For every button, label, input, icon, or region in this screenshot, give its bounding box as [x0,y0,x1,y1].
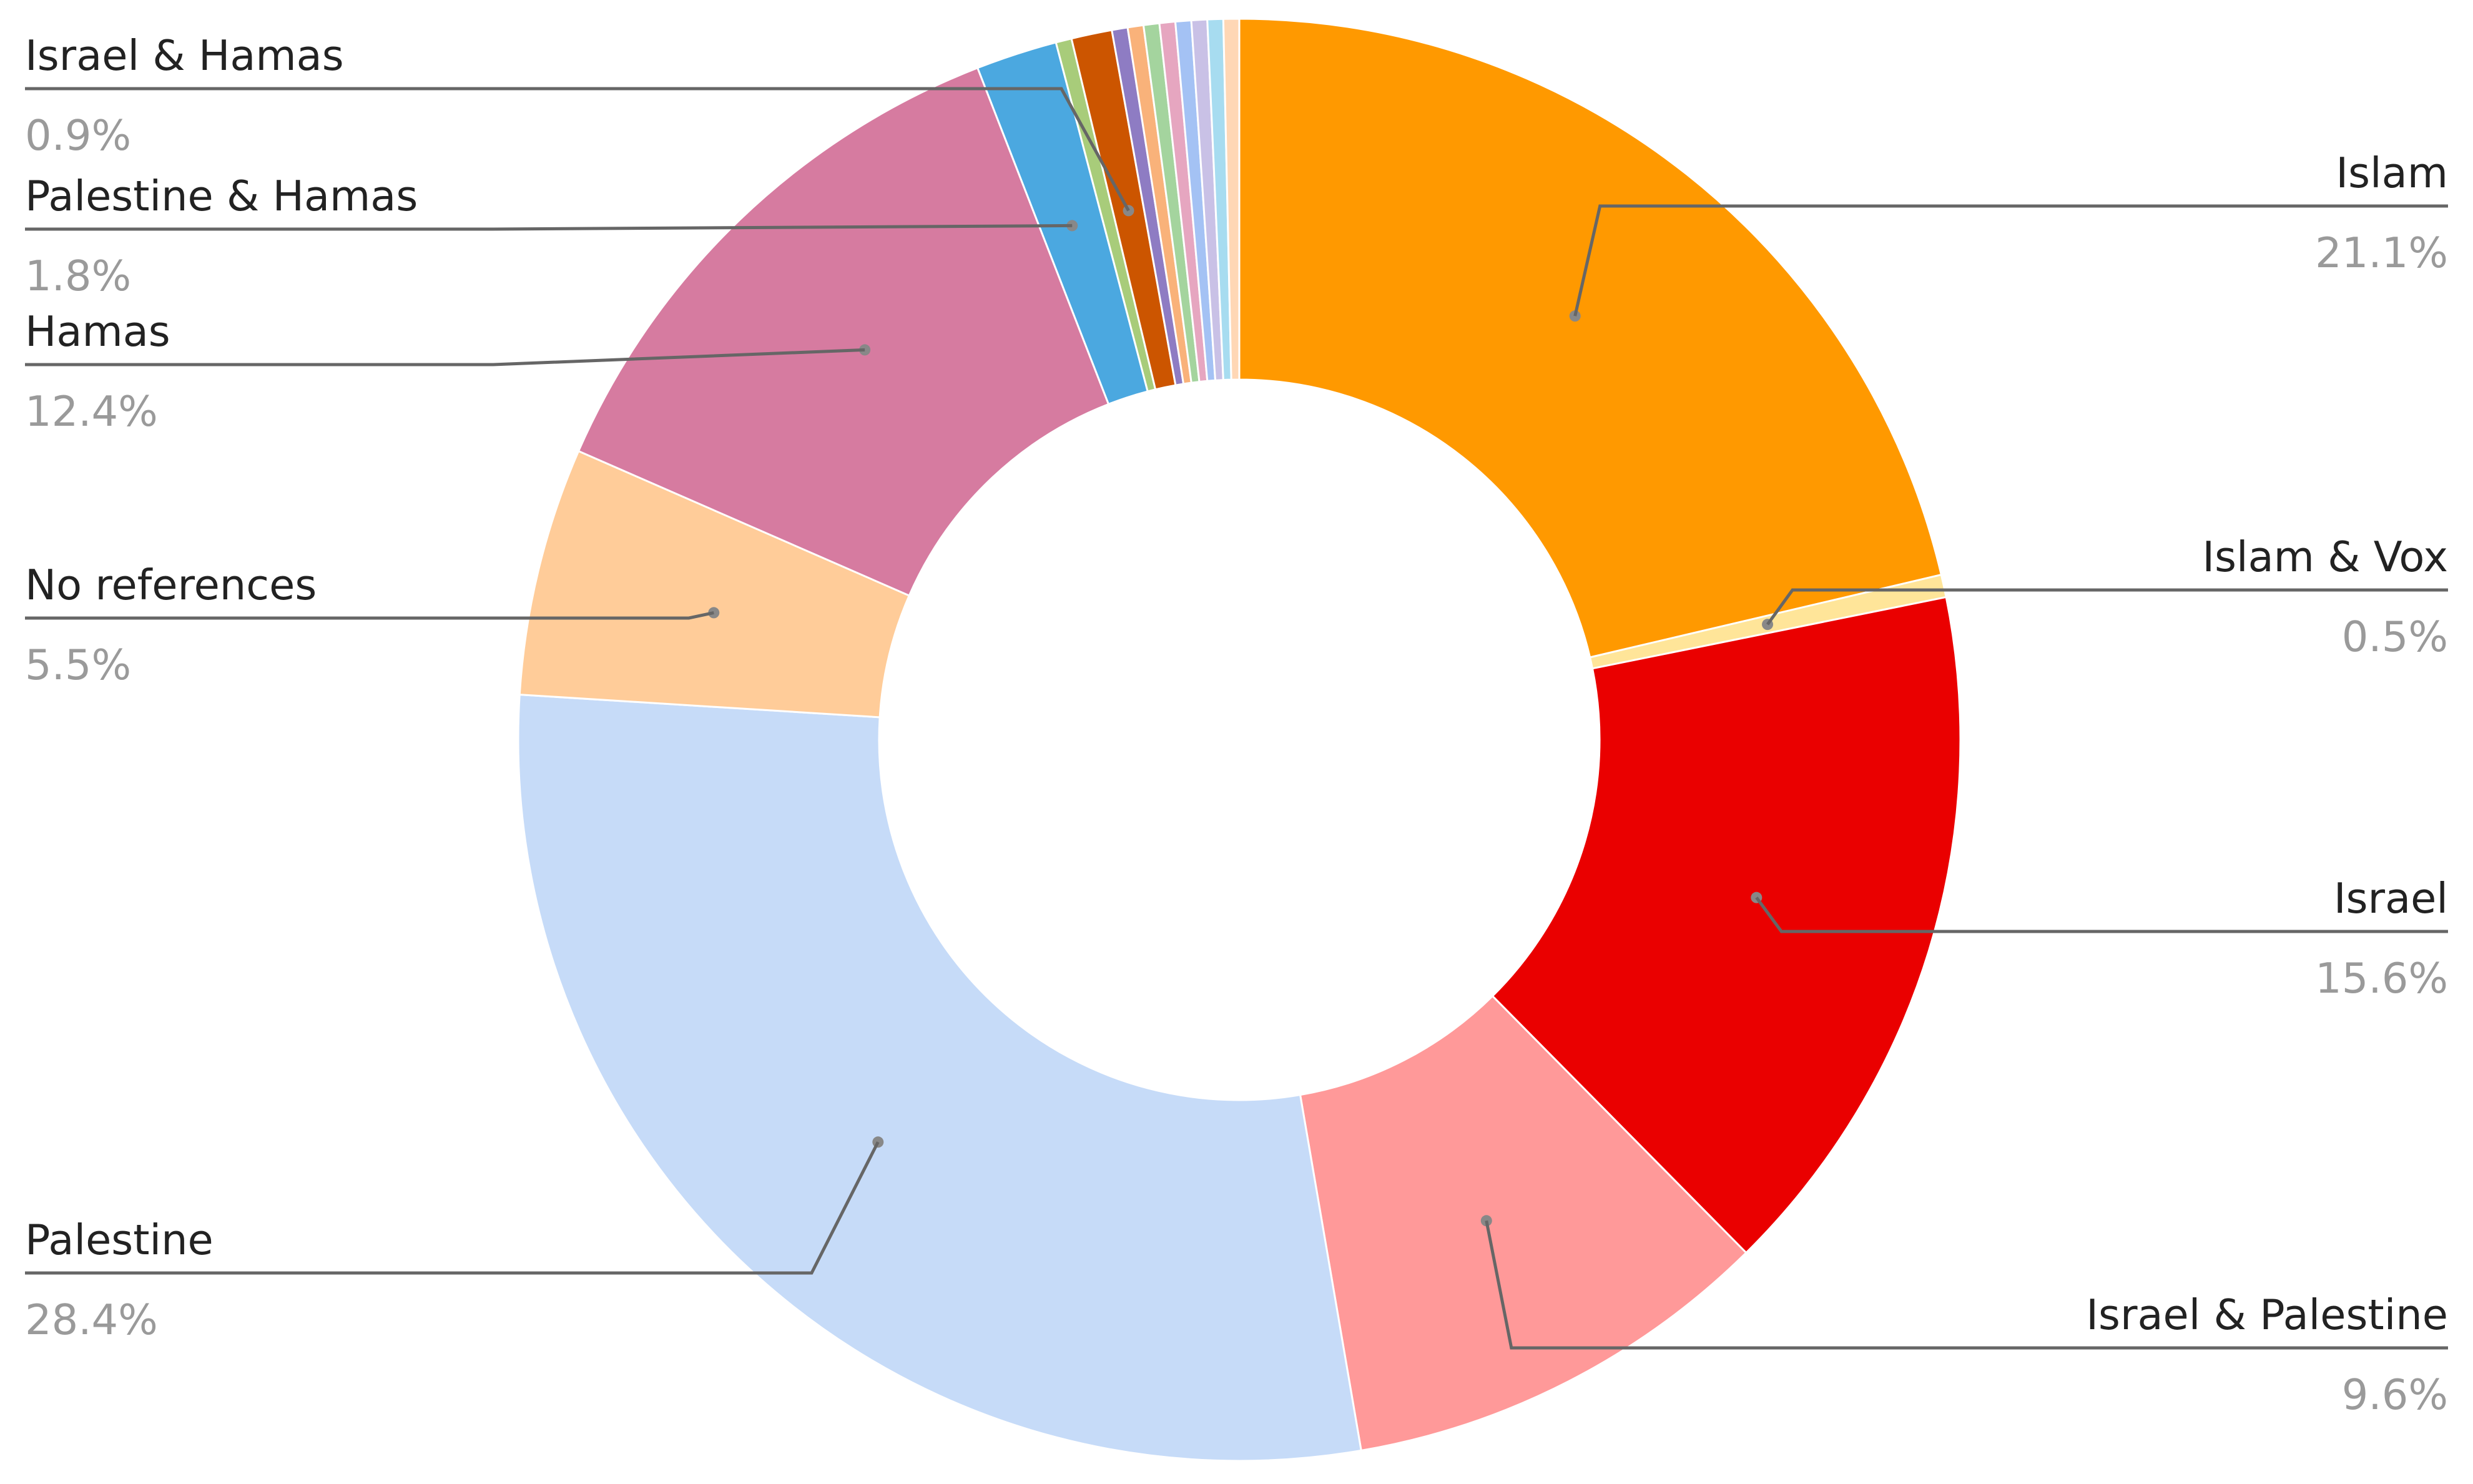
leader-line-israel-and-hamas [25,87,1130,212]
pct-israel-and-hamas: 0.9% [25,111,131,160]
pct-israel: 15.6% [2315,954,2448,1003]
pct-israel-and-palestine: 9.6% [2342,1370,2448,1419]
label-israel-and-palestine: Israel & Palestine [2086,1290,2448,1339]
label-no-references: No references [25,561,317,609]
leader-line-hamas [25,348,865,366]
pct-palestine-and-hamas: 1.8% [25,252,131,300]
slice-palestine[interactable] [517,694,1362,1462]
leader-line-israel [1755,897,2448,933]
leader-line-no-references [25,611,714,620]
slice-israel[interactable] [1491,596,1962,1254]
label-israel: Israel [2334,874,2448,923]
pct-hamas: 12.4% [25,387,158,436]
label-israel-and-hamas: Israel & Hamas [25,31,344,80]
slice-israel-and-palestine[interactable] [1299,995,1748,1452]
chart-leader-lines [25,87,2448,1350]
pct-palestine: 28.4% [25,1295,158,1344]
pct-no-references: 5.5% [25,641,131,689]
label-hamas: Hamas [25,307,170,356]
leader-line-palestine-and-hamas [25,224,1073,231]
label-islam: Islam [2336,149,2448,197]
label-palestine-and-hamas: Palestine & Hamas [25,172,418,220]
chart-labels: Islam 21.1% Islam & Vox 0.5% Israel 15.6% Isra… [25,31,2448,1419]
slice-islam[interactable] [1238,17,1943,659]
pct-islam-and-vox: 0.5% [2342,612,2448,661]
leader-line-palestine [25,1141,880,1275]
leader-line-islam [1573,204,2448,317]
pct-islam: 21.1% [2315,228,2448,277]
chart-slices [517,17,1962,1462]
label-islam-and-vox: Islam & Vox [2202,533,2448,581]
leader-line-islam-and-vox [1766,588,2448,626]
slice-unlabeled-17[interactable] [1222,17,1241,381]
leader-line-israel-and-palestine [1485,1220,2448,1350]
label-palestine: Palestine [25,1216,214,1264]
